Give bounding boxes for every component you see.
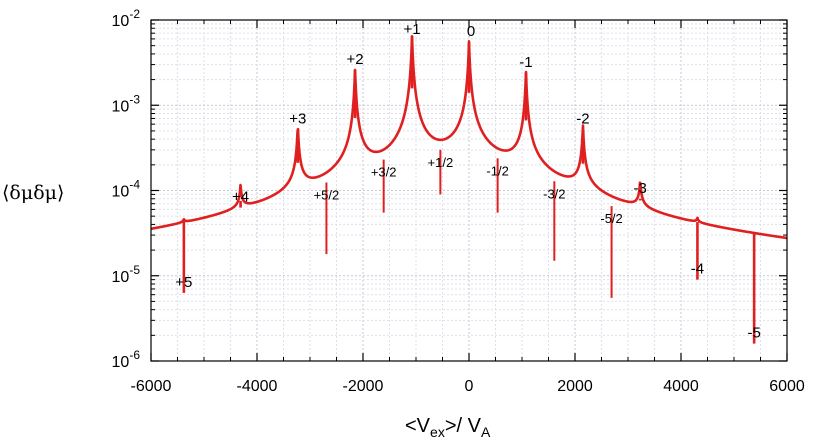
x-tick-label: 2000	[557, 378, 593, 395]
half-resonance-label: +5/2	[314, 188, 340, 203]
resonance-label: +3	[289, 110, 306, 127]
resonance-label: -1	[519, 54, 532, 71]
resonance-label: +4	[232, 189, 249, 206]
resonance-label: +5	[175, 274, 192, 291]
x-tick-label: 4000	[663, 378, 699, 395]
half-resonance-label: -5/2	[600, 211, 622, 226]
half-resonance-label: +3/2	[371, 165, 397, 180]
resonance-label: +2	[346, 51, 363, 68]
series-line	[150, 34, 788, 240]
half-resonance-label: -1/2	[486, 163, 508, 178]
x-tick-label: 6000	[769, 378, 805, 395]
y-tick-label: 10-2	[112, 7, 141, 30]
y-tick-label: 10-4	[112, 178, 141, 201]
y-tick-label: 10-5	[112, 263, 141, 286]
axes: -6000 -4000 -2000 0 2000 4000 6000 10-2 10-3 10-4…	[112, 7, 805, 395]
grid	[151, 20, 787, 361]
x-tick-label: -2000	[343, 378, 384, 395]
resonance-label: -4	[691, 261, 704, 278]
resonance-label: +1	[403, 21, 420, 38]
x-tick-label: -6000	[131, 378, 172, 395]
x-tick-label: 0	[465, 378, 474, 395]
resonance-label: 0	[467, 23, 475, 40]
annotations: +5 +4 +3 +2 +1 0 -1 -2 -3 -4 -5 +5/2 +3/2 +1/2 -1/2 -3/…	[175, 21, 761, 342]
curve-layer	[150, 34, 788, 344]
resonance-label: -3	[634, 180, 647, 197]
y-axis-label: ⟨δμδμ⟩	[2, 182, 64, 204]
half-resonance-label: -3/2	[543, 186, 565, 201]
resonance-label: -2	[576, 110, 589, 127]
y-tick-label: 10-3	[112, 92, 141, 115]
y-tick-label: 10-6	[112, 348, 141, 371]
x-tick-label: -4000	[237, 378, 278, 395]
half-resonance-label: +1/2	[428, 155, 454, 170]
resonance-label: -5	[747, 325, 760, 342]
x-axis-label: <Vex>/ VA	[405, 415, 491, 440]
